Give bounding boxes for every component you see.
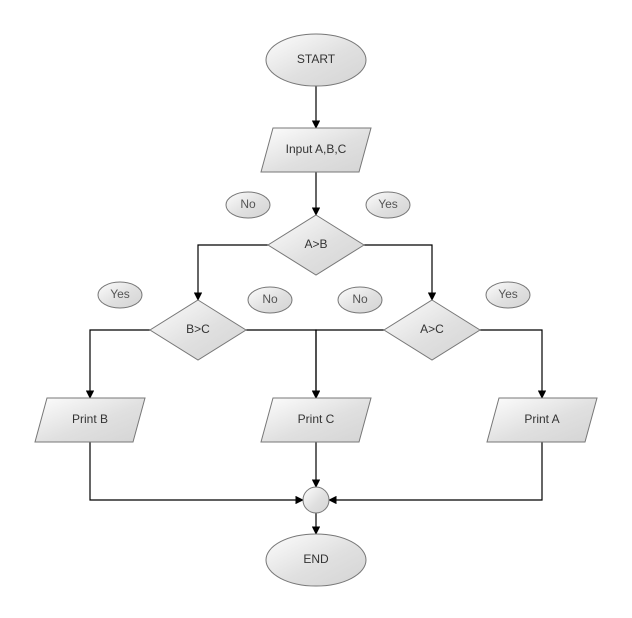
branch-label-yes1-text: Yes xyxy=(378,197,398,211)
edge-printB-merge xyxy=(90,442,303,500)
start-label: START xyxy=(297,52,336,66)
branch-label-no3-text: No xyxy=(352,292,368,306)
edge-dec2-printB xyxy=(90,330,150,398)
branch-label-yes3-text: Yes xyxy=(498,287,518,301)
edge-dec3-printC xyxy=(316,330,384,398)
merge-node xyxy=(303,487,329,513)
end-label: END xyxy=(303,552,329,566)
input-label: Input A,B,C xyxy=(286,142,347,156)
edge-printA-merge xyxy=(329,442,542,500)
branch-label-no2-text: No xyxy=(262,292,278,306)
branch-label-yes2-text: Yes xyxy=(110,287,130,301)
printB-label: Print B xyxy=(72,412,108,426)
edge-dec3-printA xyxy=(480,330,542,398)
dec2-label: B>C xyxy=(186,322,210,336)
printA-label: Print A xyxy=(524,412,559,426)
dec3-label: A>C xyxy=(420,322,444,336)
dec1-label: A>B xyxy=(304,237,327,251)
printC-label: Print C xyxy=(298,412,335,426)
branch-label-no1-text: No xyxy=(240,197,256,211)
edge-dec2-printC xyxy=(246,330,316,398)
flowchart-canvas: START Input A,B,C A>B B>C A>C Print B Print C P… xyxy=(0,0,632,618)
